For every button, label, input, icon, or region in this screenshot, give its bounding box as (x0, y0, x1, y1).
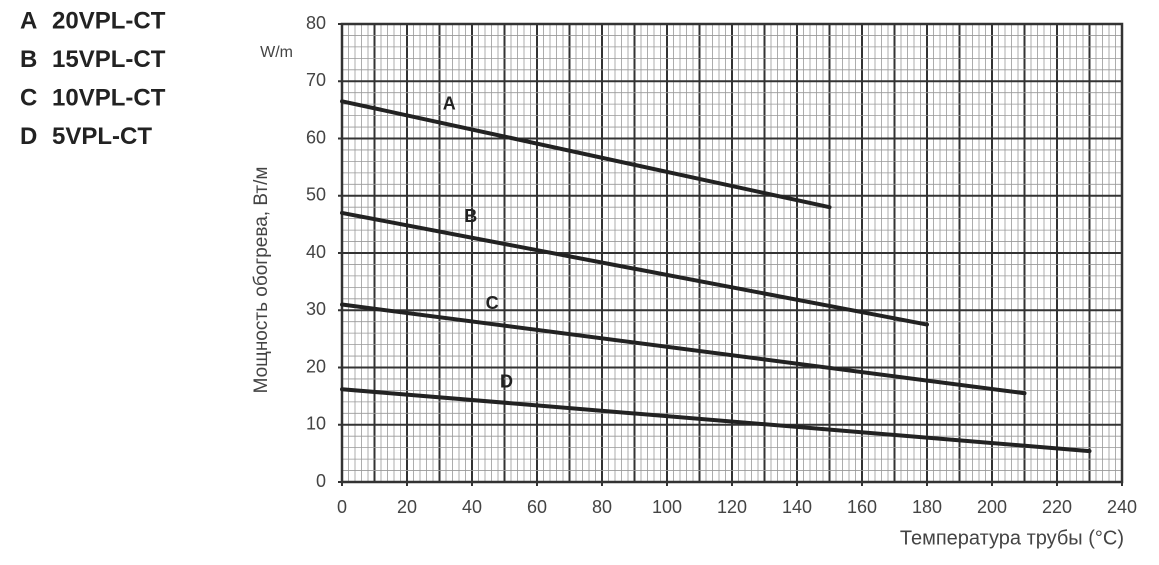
legend-key: C (20, 84, 37, 111)
legend-key: D (20, 123, 37, 150)
y-unit: W/m (260, 44, 293, 61)
y-tick-label: 0 (316, 471, 326, 491)
y-tick-label: 70 (306, 70, 326, 90)
x-tick-label: 220 (1042, 497, 1072, 517)
x-tick-label: 0 (337, 497, 347, 517)
x-tick-label: 120 (717, 497, 747, 517)
line-label: C (486, 293, 499, 313)
y-axis-title: Мощность обогрева, Вт/м (251, 167, 272, 394)
x-tick-label: 40 (462, 497, 482, 517)
x-tick-label: 20 (397, 497, 417, 517)
y-tick-label: 60 (306, 127, 326, 147)
y-tick-label: 10 (306, 414, 326, 434)
line-label: B (464, 206, 477, 226)
x-axis-title: Температура трубы (°C) (900, 527, 1124, 549)
legend-key: B (20, 46, 37, 73)
x-tick-label: 240 (1107, 497, 1137, 517)
x-tick-label: 140 (782, 497, 812, 517)
plot-frame (340, 22, 1124, 484)
x-tick-label: 200 (977, 497, 1007, 517)
legend-key: A (20, 7, 37, 34)
line-label: D (500, 372, 513, 392)
legend-label: 20VPL-CT (52, 7, 166, 34)
y-tick-label: 80 (306, 13, 326, 33)
y-tick-label: 20 (306, 356, 326, 376)
line (340, 99, 832, 210)
line (340, 387, 1092, 454)
y-tick-label: 30 (306, 299, 326, 319)
y-tick-label: 50 (306, 185, 326, 205)
x-tick-label: 160 (847, 497, 877, 517)
legend-label: 10VPL-CT (52, 84, 166, 111)
x-tick-label: 80 (592, 497, 612, 517)
line-label: A (443, 93, 456, 113)
y-tick-label: 40 (306, 242, 326, 262)
line (340, 302, 1027, 396)
legend-label: 15VPL-CT (52, 46, 166, 73)
x-tick-label: 180 (912, 497, 942, 517)
legend-label: 5VPL-CT (52, 123, 152, 150)
x-tick-label: 100 (652, 497, 682, 517)
legend: A 20VPL-CT B 15VPL-CT C 10VPL-CT D 5VPL-CT (20, 7, 166, 150)
line (340, 210, 929, 327)
x-tick-label: 60 (527, 497, 547, 517)
